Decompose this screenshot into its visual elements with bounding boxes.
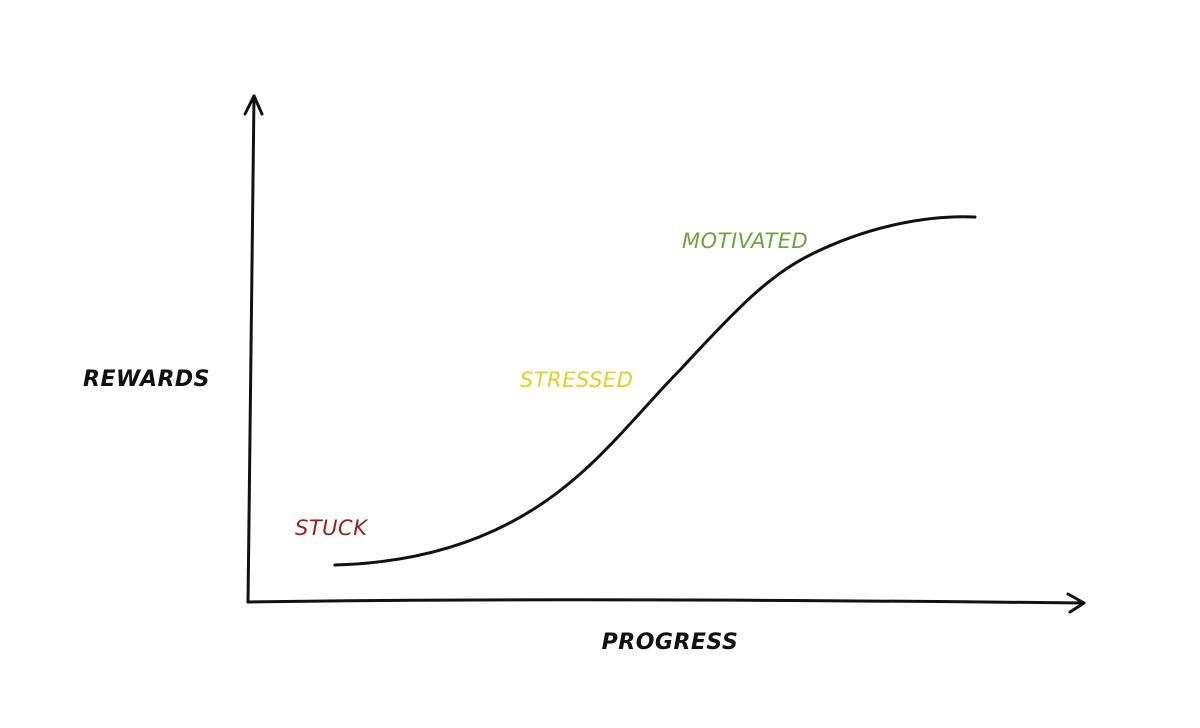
x-axis-label: PROGRESS <box>602 630 739 655</box>
stage-label: MOTIVATED <box>682 229 808 253</box>
y-axis-arrowhead <box>243 94 264 116</box>
y-axis <box>246 94 256 604</box>
stage-label: STUCK <box>295 516 369 540</box>
x-axis <box>246 598 1086 605</box>
x-axis-arrowhead <box>1066 592 1086 614</box>
y-axis-label: REWARDS <box>83 367 210 392</box>
s-curve <box>333 215 977 567</box>
stage-label: STRESSED <box>520 368 633 392</box>
